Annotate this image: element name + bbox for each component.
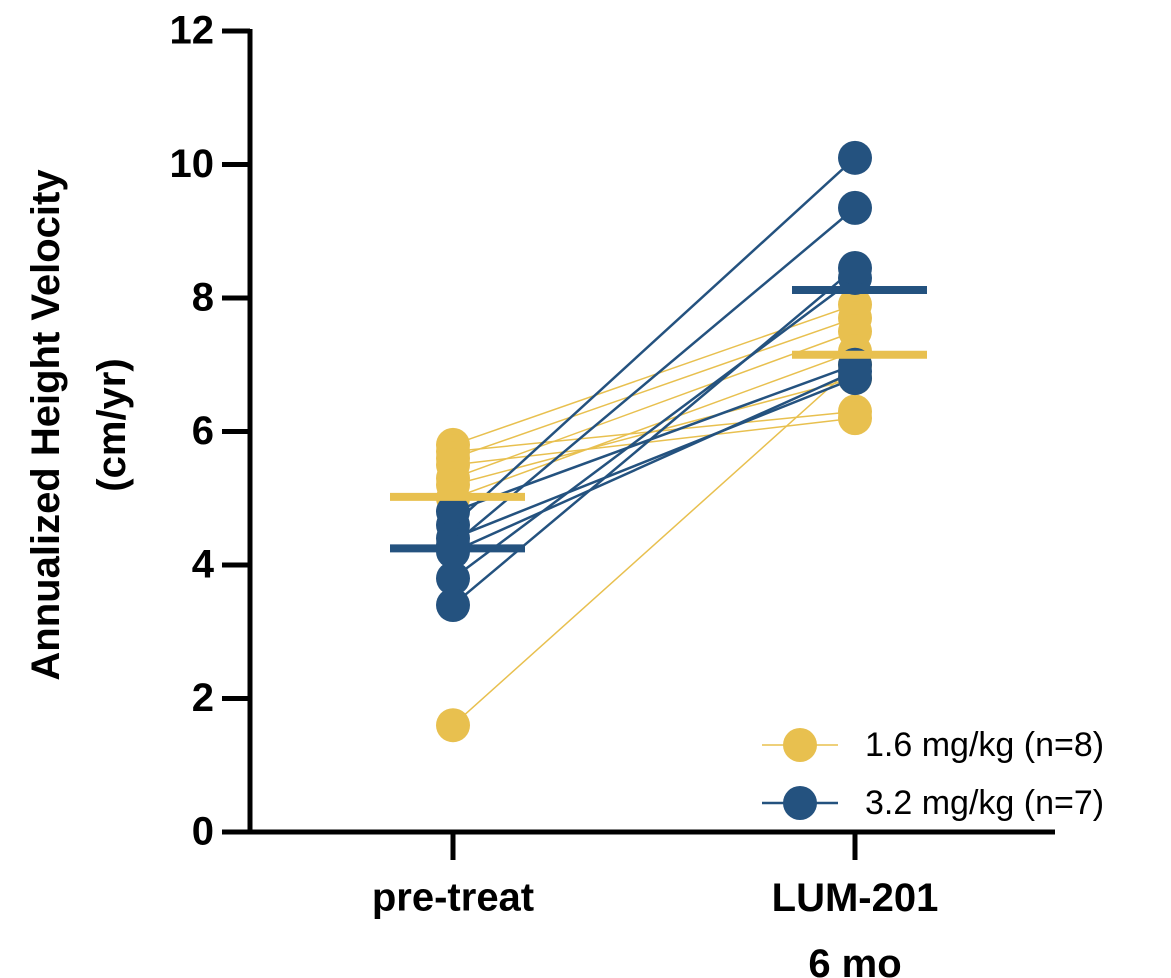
- pair-line: [452, 417, 856, 466]
- y-tick-label: 6: [192, 409, 214, 453]
- pair-line: [452, 364, 856, 726]
- pair-line: [452, 376, 856, 540]
- pair-line: [452, 377, 856, 486]
- y-tick-label: 4: [192, 543, 215, 587]
- pair-line: [452, 330, 856, 479]
- dot: [436, 588, 470, 623]
- dot: [838, 140, 872, 175]
- dot: [838, 190, 872, 225]
- y-tick-label: 8: [192, 276, 214, 320]
- legend-marker: [783, 786, 817, 820]
- pair-line: [452, 276, 856, 580]
- pair-line: [452, 363, 856, 513]
- pair-line: [452, 350, 856, 499]
- x-tick-label: LUM-201 6 mo: [772, 876, 939, 978]
- dot: [436, 708, 470, 743]
- dot: [838, 250, 872, 285]
- legend-label: 1.6 mg/kg (n=8): [865, 726, 1104, 764]
- legend-label: 3.2 mg/kg (n=7): [865, 784, 1104, 822]
- pair-line: [452, 370, 856, 553]
- y-tick-label: 12: [170, 9, 215, 53]
- pair-line: [452, 206, 856, 546]
- x-tick-label: pre-treat: [372, 876, 534, 920]
- legend-marker: [783, 728, 817, 762]
- y-axis-label: Annualized Height Velocity (cm/yr): [24, 169, 134, 681]
- pair-line: [452, 317, 856, 459]
- pair-line: [452, 156, 856, 526]
- y-tick-label: 0: [192, 810, 214, 854]
- y-tick-label: 10: [170, 142, 215, 186]
- dot: [838, 401, 872, 436]
- dot: [838, 354, 872, 389]
- dot: [436, 561, 470, 596]
- pair-line: [452, 303, 856, 446]
- y-tick-label: 2: [192, 676, 214, 720]
